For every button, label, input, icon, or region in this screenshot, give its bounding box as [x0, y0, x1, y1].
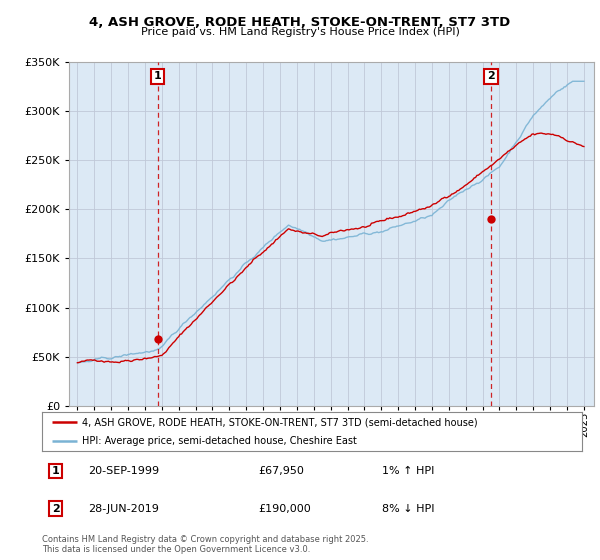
Text: HPI: Average price, semi-detached house, Cheshire East: HPI: Average price, semi-detached house,… — [83, 436, 358, 446]
Text: 2: 2 — [52, 504, 59, 514]
Text: 2: 2 — [487, 71, 495, 81]
Text: Price paid vs. HM Land Registry's House Price Index (HPI): Price paid vs. HM Land Registry's House … — [140, 27, 460, 37]
Text: 4, ASH GROVE, RODE HEATH, STOKE-ON-TRENT, ST7 3TD: 4, ASH GROVE, RODE HEATH, STOKE-ON-TRENT… — [89, 16, 511, 29]
Text: 4, ASH GROVE, RODE HEATH, STOKE-ON-TRENT, ST7 3TD (semi-detached house): 4, ASH GROVE, RODE HEATH, STOKE-ON-TRENT… — [83, 417, 478, 427]
Text: 28-JUN-2019: 28-JUN-2019 — [88, 504, 159, 514]
Text: 20-SEP-1999: 20-SEP-1999 — [88, 466, 159, 476]
Text: 1: 1 — [52, 466, 59, 476]
Text: £190,000: £190,000 — [258, 504, 311, 514]
Text: 8% ↓ HPI: 8% ↓ HPI — [382, 504, 434, 514]
Text: 1: 1 — [154, 71, 161, 81]
Text: Contains HM Land Registry data © Crown copyright and database right 2025.
This d: Contains HM Land Registry data © Crown c… — [42, 535, 368, 554]
Text: 1% ↑ HPI: 1% ↑ HPI — [382, 466, 434, 476]
Text: £67,950: £67,950 — [258, 466, 304, 476]
